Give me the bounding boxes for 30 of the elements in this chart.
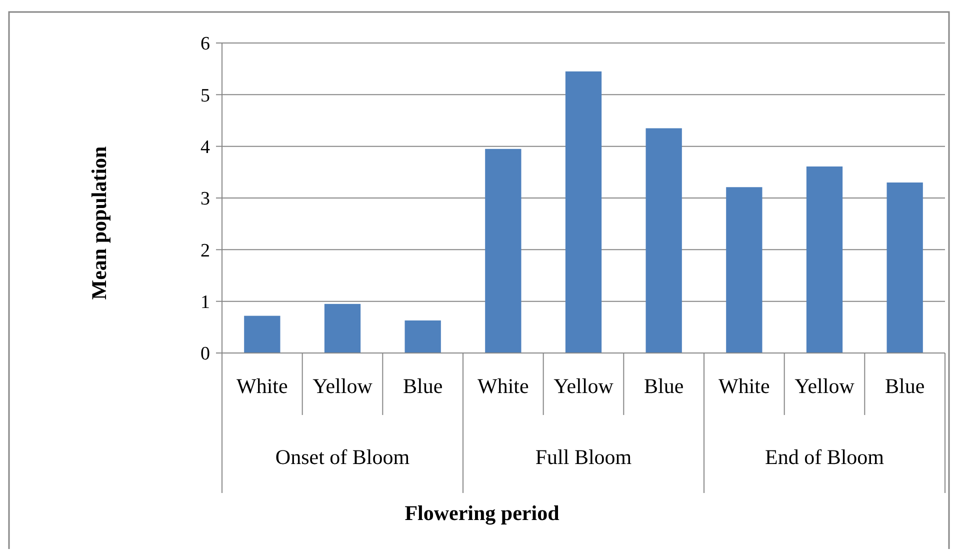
x-tick-label: Yellow [794,374,856,398]
x-tick-label: Yellow [554,374,614,398]
bar [806,166,843,353]
y-tick-label: 1 [200,292,210,313]
y-axis-title: Mean population [87,146,111,300]
x-axis-title: Flowering period [404,501,560,525]
text: Onset of Bloom [275,445,410,469]
x-tick-label: White [478,374,529,398]
y-tick-label: 0 [200,344,210,365]
x-tick-label: Yellow [312,374,374,398]
y-tick-label: 4 [200,136,210,158]
bar [886,182,923,353]
y-tick-label: 2 [200,240,210,262]
text: Full Bloom [535,445,632,469]
x-tick-label: White [236,374,288,398]
bar [565,71,602,353]
text: End of Bloom [765,445,884,469]
y-tick-label: 3 [200,188,210,210]
x-tick-label: White [718,374,770,398]
bar [244,316,280,353]
bar [485,148,522,353]
y-tick-label: 6 [200,34,210,55]
y-tick-label: 5 [200,85,210,106]
x-tick-label: Blue [402,374,443,398]
bar [646,128,682,353]
x-tick-label: Blue [884,374,925,398]
x-tick-label: Blue [644,374,684,398]
bar [404,320,441,353]
bar [324,304,361,353]
bar [726,187,762,353]
